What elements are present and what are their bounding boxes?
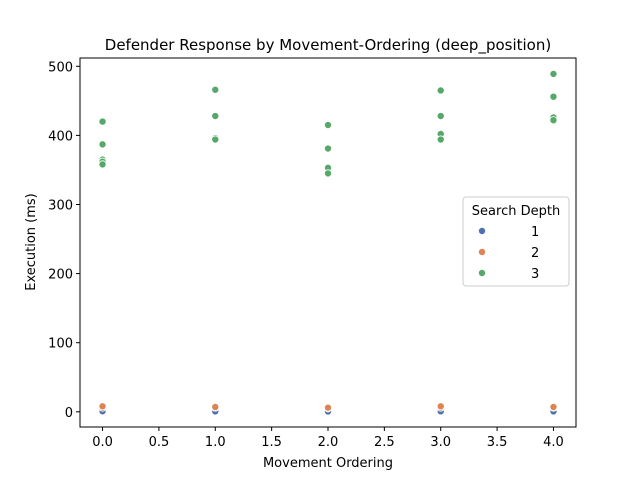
x-tick-label: 3.0 — [430, 435, 451, 450]
legend-marker — [477, 268, 486, 277]
chart-title: Defender Response by Movement-Ordering (… — [105, 36, 551, 55]
x-tick-label: 4.0 — [543, 435, 564, 450]
legend-label: 3 — [531, 267, 539, 282]
data-point-depth-2 — [436, 402, 445, 411]
y-tick-label: 100 — [48, 337, 73, 352]
data-point-depth-3 — [436, 135, 445, 144]
data-point-depth-3 — [98, 160, 107, 169]
x-tick-label: 2.5 — [374, 435, 395, 450]
legend-title: Search Depth — [472, 204, 560, 219]
data-point-depth-3 — [211, 85, 220, 94]
y-tick-label: 400 — [48, 129, 73, 144]
x-tick-label: 3.5 — [487, 435, 508, 450]
data-point-depth-3 — [323, 144, 332, 153]
legend-items: 1 2 3 — [477, 225, 539, 282]
x-tick-label: 2.0 — [318, 435, 339, 450]
data-point-depth-3 — [436, 86, 445, 95]
data-point-depth-3 — [323, 121, 332, 130]
legend-label: 1 — [531, 225, 539, 240]
y-tick-label: 500 — [48, 60, 73, 75]
legend-label: 2 — [531, 246, 539, 261]
data-point-depth-3 — [549, 69, 558, 78]
y-tick-label: 200 — [48, 268, 73, 283]
data-point-depth-2 — [549, 402, 558, 411]
legend-box — [462, 196, 570, 287]
data-point-depth-3 — [436, 112, 445, 121]
data-point-depth-3 — [549, 116, 558, 125]
y-axis-ticks: 0 100 200 300 400 500 — [48, 60, 80, 421]
data-point-depth-2 — [98, 402, 107, 411]
data-point-depth-3 — [98, 117, 107, 126]
data-points — [98, 69, 558, 416]
y-tick-label: 300 — [48, 198, 73, 213]
data-point-depth-3 — [211, 112, 220, 121]
legend: Search Depth 1 2 3 — [462, 196, 570, 287]
data-point-depth-3 — [323, 169, 332, 178]
y-axis-label: Execution (ms) — [24, 193, 39, 291]
data-point-depth-3 — [98, 140, 107, 149]
y-tick-label: 0 — [65, 406, 73, 421]
x-axis-label: Movement Ordering — [263, 456, 393, 471]
data-point-depth-3 — [549, 92, 558, 101]
x-axis-ticks: 0.0 0.5 1.0 1.5 2.0 2.5 3.0 3.5 4.0 — [92, 427, 564, 450]
x-tick-label: 1.0 — [205, 435, 226, 450]
data-point-depth-3 — [211, 135, 220, 144]
x-tick-label: 1.5 — [261, 435, 282, 450]
data-point-depth-2 — [211, 402, 220, 411]
data-point-depth-2 — [323, 403, 332, 412]
x-tick-label: 0.0 — [92, 435, 113, 450]
legend-marker — [477, 226, 486, 235]
x-tick-label: 0.5 — [149, 435, 170, 450]
legend-marker — [477, 247, 486, 256]
plot-frame — [79, 57, 577, 428]
